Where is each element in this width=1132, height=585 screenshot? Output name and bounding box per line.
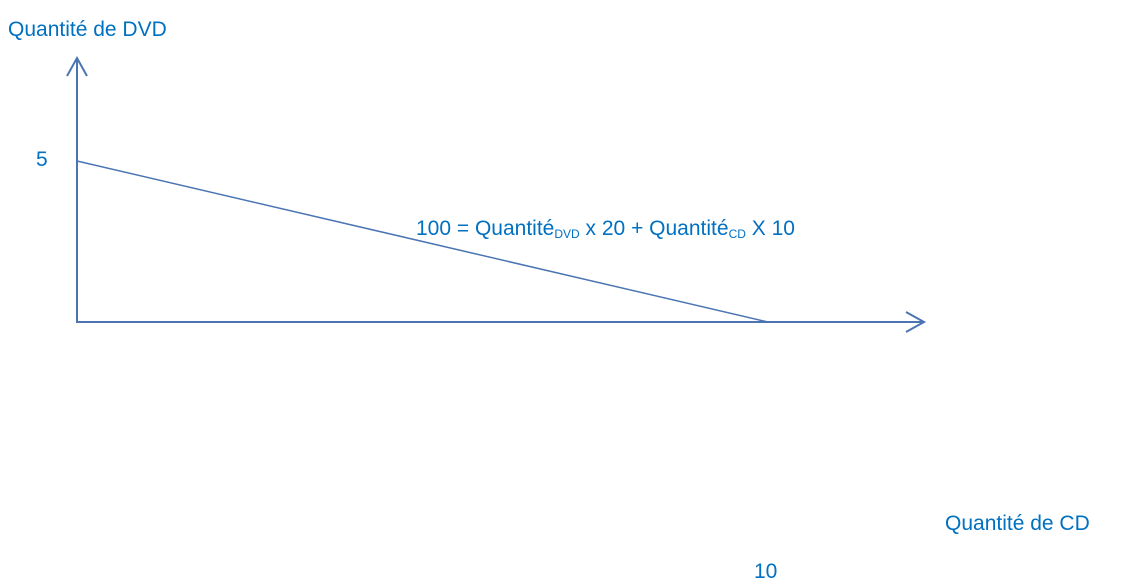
equation-subscript-cd: CD [728, 227, 746, 241]
y-tick-label: 5 [36, 148, 48, 171]
equation-middle: x 20 + Quantité [579, 217, 729, 240]
y-axis-arrowhead [66, 55, 88, 77]
budget-equation: 100 = QuantitéDVD x 20 + QuantitéCD X 10 [416, 217, 795, 241]
equation-suffix: X 10 [745, 217, 795, 240]
budget-line [76, 160, 769, 323]
equation-subscript-dvd: DVD [554, 227, 580, 241]
x-tick-label: 10 [754, 560, 778, 583]
equation-prefix: 100 = Quantité [416, 217, 555, 240]
y-axis-label: Quantité de DVD [8, 18, 167, 41]
x-axis-arrowhead [905, 311, 927, 333]
x-axis-label: Quantité de CD [945, 512, 1090, 535]
